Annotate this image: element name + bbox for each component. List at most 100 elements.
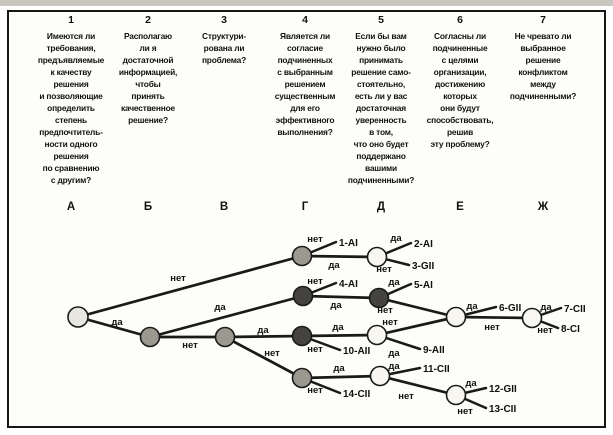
edge-label: да <box>214 302 226 313</box>
edge-label: нет <box>382 317 398 328</box>
edge-Д3-Е1 <box>375 315 458 337</box>
edge-answer-labels: нет да да нет да нет нет да да нет нет д… <box>111 233 553 417</box>
question-column-7: 7 Не чревато ли выбранное решение конфли… <box>501 13 585 213</box>
column-letter: А <box>66 201 76 213</box>
edge-label: да <box>540 302 552 313</box>
edge-label: нет <box>182 340 198 351</box>
edge-label: нет <box>307 276 323 287</box>
edge-label: нет <box>170 273 186 284</box>
edge-label: да <box>333 363 345 374</box>
edge-label: да <box>111 317 123 328</box>
outcome-label-8: 8-CI <box>561 324 580 335</box>
edge-label: да <box>388 277 400 288</box>
figure-frame <box>7 10 606 428</box>
column-question: Структури- рована ли проблема? <box>201 31 247 65</box>
column-number: 4 <box>302 14 308 26</box>
node-Е2 <box>445 384 467 406</box>
node-А-root <box>67 306 89 328</box>
question-column-1: 1 Имеются ли требования, предъявляемые к… <box>29 13 113 213</box>
question-column-6: 6 Согласны ли подчиненные с целями орган… <box>418 13 502 213</box>
edge-label: да <box>332 322 344 333</box>
outcome-label-11: 11-CII <box>423 364 450 375</box>
edge-Д2-Е1 <box>377 296 458 319</box>
outcome-label-3: 3-GII <box>412 261 434 272</box>
edge-А-Г1 <box>76 254 304 319</box>
edge-В-Г3 <box>223 334 304 339</box>
outcome-label-7: 7-CII <box>564 304 586 315</box>
node-Г3 <box>291 325 313 347</box>
edge-label: да <box>257 325 269 336</box>
node-Д4 <box>369 365 391 387</box>
outcome-label-12: 12-GII <box>489 384 517 395</box>
node-Г4 <box>291 367 313 389</box>
scan-top-strip <box>0 0 613 6</box>
edge-label: да <box>465 378 477 389</box>
edge-В-Г4 <box>223 335 304 380</box>
column-number: 3 <box>221 14 227 26</box>
column-question: Не чревато ли выбранное решение конфликт… <box>509 31 577 101</box>
edge-label: да <box>466 301 478 312</box>
edge-label: нет <box>264 348 280 359</box>
outcome-label-14: 14-CII <box>343 389 370 400</box>
column-letter: Д <box>376 201 386 213</box>
edge-label: да <box>388 361 400 372</box>
outcome-label-10: 10-AII <box>343 346 370 357</box>
outcome-label-5: 5-AI <box>414 280 433 291</box>
edge-label: нет <box>537 325 553 336</box>
outcome-label-9: 9-AII <box>423 345 445 356</box>
edge-Г3-Д3 <box>300 333 379 338</box>
edge-label: да <box>388 348 400 359</box>
node-Б <box>139 326 161 348</box>
column-number: 2 <box>145 14 151 26</box>
outcome-label-13: 13-CII <box>489 404 516 415</box>
edge-А-Б <box>76 315 152 339</box>
edge-label: нет <box>484 322 500 333</box>
edge-Д4-Е2 <box>378 374 458 397</box>
edge-label: нет <box>377 305 393 316</box>
outcome-label-6: 6-GII <box>499 303 521 314</box>
node-Ж <box>521 307 543 329</box>
edge-label: нет <box>457 406 473 417</box>
column-letter: Ж <box>537 201 549 213</box>
column-letter: В <box>219 201 229 213</box>
column-letter: Е <box>456 201 464 213</box>
column-question: Располагаю ли я достаточной информацией,… <box>118 31 178 125</box>
edge-label: нет <box>307 385 323 396</box>
edge-label: да <box>330 300 342 311</box>
edge-Е1-Ж <box>454 315 534 320</box>
edge-label: да <box>328 260 340 271</box>
column-number: 1 <box>68 14 74 26</box>
node-Д1 <box>366 246 388 268</box>
tree-nodes <box>67 245 543 406</box>
tree-edges <box>76 240 563 410</box>
outcome-label-4: 4-AI <box>339 279 358 290</box>
question-column-5: 5 Если бы вам нужно было принимать решен… <box>339 13 423 213</box>
edge-Б-Г2 <box>148 294 305 339</box>
edge-label: нет <box>307 234 323 245</box>
edge-label: нет <box>307 344 323 355</box>
edge-Г4-Д4 <box>300 374 382 380</box>
column-question: Имеются ли требования, предъявляемые к к… <box>37 31 105 185</box>
outcome-label-2: 2-AI <box>414 239 433 250</box>
question-column-4: 4 Является ли согласие подчиненных с выб… <box>263 13 347 213</box>
column-number: 7 <box>540 14 546 26</box>
node-Г1 <box>291 245 313 267</box>
question-column-2: 2 Располагаю ли я достаточной информацие… <box>106 13 190 213</box>
edge-Г2-Д2 <box>301 294 381 300</box>
node-Д2 <box>368 287 390 309</box>
node-Г2 <box>292 285 314 307</box>
outcome-label-1: 1-AI <box>339 238 358 249</box>
edge-label: нет <box>398 391 414 402</box>
column-letter: Г <box>301 201 309 213</box>
edge-label: нет <box>376 264 392 275</box>
node-В <box>214 326 236 348</box>
column-question: Является ли согласие подчиненных с выбра… <box>274 31 336 137</box>
node-Е1 <box>445 306 467 328</box>
outcome-labels: 1-AI 2-AI 3-GII 4-AI 5-AI 6-GII 7-CII 8-… <box>339 238 586 415</box>
edge-label: да <box>390 233 402 244</box>
node-Д3 <box>366 324 388 346</box>
question-column-3: 3 Структури- рована ли проблема? В <box>182 13 266 213</box>
column-number: 5 <box>378 14 384 26</box>
column-number: 6 <box>457 14 463 26</box>
